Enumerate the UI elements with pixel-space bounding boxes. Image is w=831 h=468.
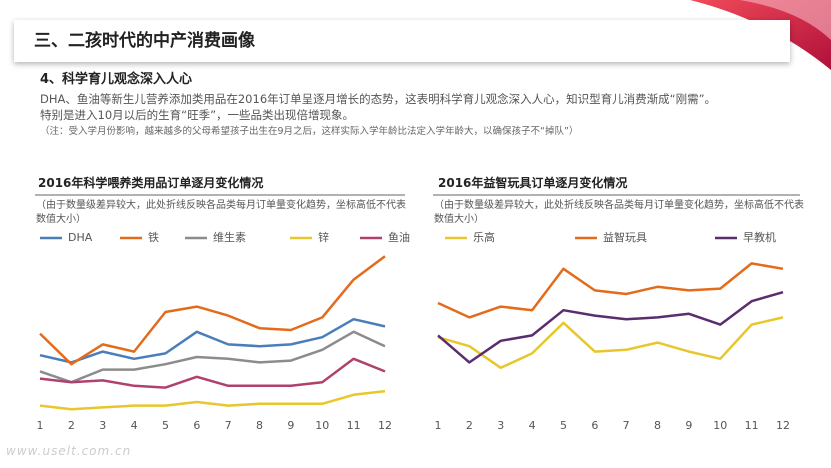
decor-shape (690, 0, 831, 70)
series-line (39, 389, 386, 411)
watermark: www.uselt.com.cn (6, 444, 132, 458)
chart-title: 2016年益智玩具订单逐月变化情况 (438, 176, 628, 190)
paragraph: DHA、鱼油等新生儿营养添加类用品在2016年订单呈逐月增长的态势，这表明科学育… (40, 92, 717, 106)
x-tick-label: 8 (256, 419, 263, 432)
series-line (39, 255, 386, 366)
section-title: 4、科学育儿观念深入人心 (40, 72, 193, 87)
x-tick-label: 1 (37, 419, 44, 432)
legend-label: 早教机 (743, 230, 776, 244)
x-tick-label: 2 (68, 419, 75, 432)
series-line (39, 317, 386, 364)
legend-label: 乐高 (473, 230, 495, 244)
x-tick-label: 6 (591, 419, 598, 432)
header-bar (14, 20, 790, 62)
note: （注：受入学月份影响，越来越多的父母希望孩子出生在9月之后，这样实际入学年龄比法… (40, 126, 579, 137)
x-tick-label: 2 (466, 419, 473, 432)
x-tick-label: 7 (623, 419, 630, 432)
paragraph: 特别是进入10月以后的生育“旺季”，一些品类出现倍增现象。 (40, 108, 355, 122)
x-tick-label: 7 (225, 419, 232, 432)
legend-label: 铁 (148, 231, 159, 244)
x-tick-label: 4 (529, 419, 536, 432)
x-tick-label: 10 (315, 419, 329, 432)
x-tick-label: 4 (131, 419, 138, 432)
x-tick-label: 9 (685, 419, 692, 432)
legend-label: 鱼油 (388, 230, 410, 244)
x-tick-label: 5 (162, 419, 169, 432)
series-line (39, 357, 386, 389)
x-tick-label: 10 (713, 419, 727, 432)
x-tick-label: 3 (99, 419, 106, 432)
decor-shape (740, 0, 831, 40)
chart-subtitle: （由于数量级差异较大，此处折线反映各品类每月订单量变化趋势，坐标高低不代表数值大… (434, 200, 804, 225)
series-line (437, 262, 784, 319)
x-tick-label: 3 (497, 419, 504, 432)
x-tick-label: 11 (745, 419, 759, 432)
x-tick-label: 8 (654, 419, 661, 432)
series-line (437, 316, 784, 370)
x-tick-label: 11 (347, 419, 361, 432)
series-line (437, 290, 784, 364)
header-title: 三、二孩时代的中产消费画像 (34, 30, 256, 51)
x-tick-label: 12 (378, 419, 392, 432)
legend-label: 益智玩具 (603, 230, 647, 244)
x-tick-label: 5 (560, 419, 567, 432)
chart-subtitle: （由于数量级差异较大，此处折线反映各品类每月订单量变化趋势，坐标高低不代表数值大… (36, 200, 406, 225)
legend-label: 维生素 (213, 230, 246, 244)
x-tick-label: 1 (435, 419, 442, 432)
series-line (39, 330, 386, 384)
legend-label: 锌 (318, 230, 329, 244)
legend-label: DHA (68, 231, 93, 244)
chart-title: 2016年科学喂养类用品订单逐月变化情况 (38, 176, 264, 190)
x-tick-label: 9 (287, 419, 294, 432)
x-tick-label: 6 (193, 419, 200, 432)
x-tick-label: 12 (776, 419, 790, 432)
